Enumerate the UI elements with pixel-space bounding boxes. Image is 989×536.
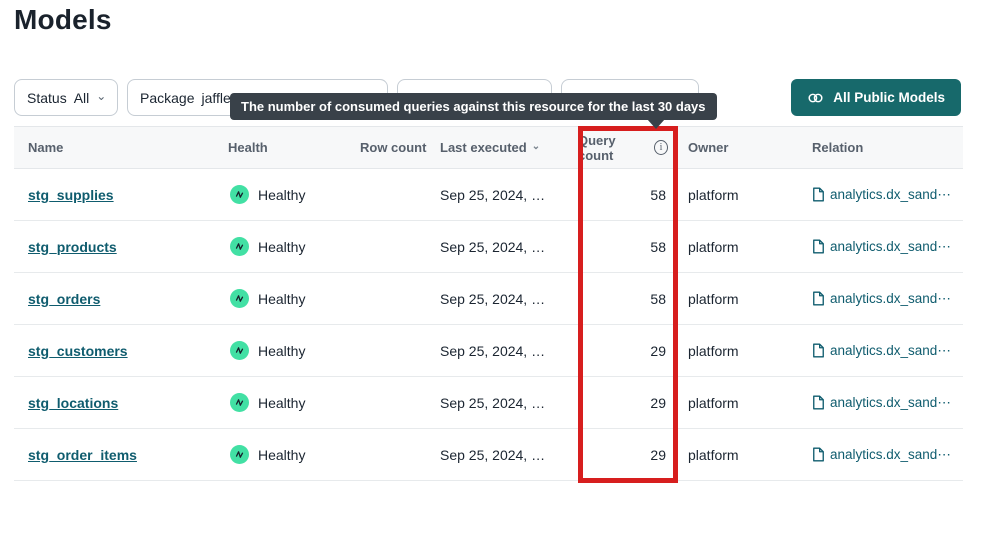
query-count-cell: 29 [650, 342, 666, 359]
info-icon[interactable]: i [653, 140, 668, 155]
relation-link[interactable]: analytics.dx_sand⋯ [812, 291, 951, 307]
relation-label: analytics.dx_sand⋯ [830, 290, 951, 306]
relation-link[interactable]: analytics.dx_sand⋯ [812, 343, 951, 359]
table-row: stg_supplies Healthy Sep 25, 2024, … 58 … [14, 169, 963, 221]
model-name-link[interactable]: stg_customers [28, 342, 128, 359]
last-executed-cell: Sep 25, 2024, … [440, 290, 546, 307]
status-filter-value: All [73, 89, 90, 106]
column-header-relation: Relation [812, 140, 864, 155]
last-executed-cell: Sep 25, 2024, … [440, 186, 546, 203]
owner-cell: platform [688, 394, 739, 411]
relation-link[interactable]: analytics.dx_sand⋯ [812, 187, 951, 203]
owner-cell: platform [688, 342, 739, 359]
relation-label: analytics.dx_sand⋯ [830, 394, 951, 410]
package-filter-value: jaffle_ [201, 89, 239, 106]
owner-cell: platform [688, 186, 739, 203]
table-row: stg_locations Healthy Sep 25, 2024, … 29… [14, 377, 963, 429]
last-executed-cell: Sep 25, 2024, … [440, 342, 546, 359]
models-table: Name Health Row count Last executed ⌄ Qu… [14, 126, 963, 481]
query-count-cell: 58 [650, 290, 666, 307]
table-row: stg_products Healthy Sep 25, 2024, … 58 … [14, 221, 963, 273]
model-name-link[interactable]: stg_order_items [28, 446, 137, 463]
health-status-label: Healthy [258, 186, 306, 203]
relation-link[interactable]: analytics.dx_sand⋯ [812, 395, 951, 411]
file-icon [813, 343, 824, 358]
package-filter-label: Package [140, 89, 195, 106]
status-filter-dropdown[interactable]: Status All ⌄ [14, 79, 118, 116]
query-count-tooltip: The number of consumed queries against t… [230, 93, 717, 120]
query-count-cell: 29 [650, 446, 666, 463]
healthy-pulse-icon [230, 289, 249, 308]
table-row: stg_orders Healthy Sep 25, 2024, … 58 pl… [14, 273, 963, 325]
table-body: stg_supplies Healthy Sep 25, 2024, … 58 … [14, 169, 963, 481]
query-count-cell: 29 [650, 394, 666, 411]
owner-cell: platform [688, 446, 739, 463]
file-icon [813, 395, 824, 410]
model-name-link[interactable]: stg_locations [28, 394, 119, 411]
health-status-label: Healthy [258, 446, 306, 463]
all-public-models-label: All Public Models [833, 90, 945, 105]
status-filter-label: Status [27, 89, 67, 106]
link-icon [807, 91, 824, 105]
table-row: stg_order_items Healthy Sep 25, 2024, … … [14, 429, 963, 481]
relation-link[interactable]: analytics.dx_sand⋯ [812, 239, 951, 255]
column-header-query-count: Query count i [578, 133, 678, 163]
healthy-pulse-icon [230, 393, 249, 412]
column-header-last-executed[interactable]: Last executed ⌄ [440, 140, 541, 155]
owner-cell: platform [688, 290, 739, 307]
health-status-label: Healthy [258, 290, 306, 307]
model-name-link[interactable]: stg_supplies [28, 186, 114, 203]
all-public-models-button[interactable]: All Public Models [791, 79, 961, 116]
healthy-pulse-icon [230, 445, 249, 464]
tooltip-arrow [647, 119, 665, 129]
health-status-label: Healthy [258, 342, 306, 359]
file-icon [813, 187, 824, 202]
healthy-pulse-icon [230, 341, 249, 360]
owner-cell: platform [688, 238, 739, 255]
model-name-link[interactable]: stg_products [28, 238, 117, 255]
column-header-row-count: Row count [360, 140, 427, 155]
health-status-label: Healthy [258, 394, 306, 411]
page-title: Models [14, 4, 112, 35]
relation-link[interactable]: analytics.dx_sand⋯ [812, 447, 951, 463]
healthy-pulse-icon [230, 237, 249, 256]
table-header-row: Name Health Row count Last executed ⌄ Qu… [14, 126, 963, 169]
column-header-health: Health [228, 140, 268, 155]
query-count-cell: 58 [650, 238, 666, 255]
chevron-down-icon: ⌄ [96, 88, 107, 103]
query-count-cell: 58 [650, 186, 666, 203]
last-executed-cell: Sep 25, 2024, … [440, 446, 546, 463]
sort-chevron-icon: ⌄ [531, 141, 541, 152]
health-status-label: Healthy [258, 238, 306, 255]
healthy-pulse-icon [230, 185, 249, 204]
file-icon [813, 291, 824, 306]
relation-label: analytics.dx_sand⋯ [830, 238, 951, 254]
relation-label: analytics.dx_sand⋯ [830, 186, 951, 202]
last-executed-cell: Sep 25, 2024, … [440, 394, 546, 411]
relation-label: analytics.dx_sand⋯ [830, 446, 951, 462]
column-header-name: Name [28, 140, 64, 155]
model-name-link[interactable]: stg_orders [28, 290, 101, 307]
table-row: stg_customers Healthy Sep 25, 2024, … 29… [14, 325, 963, 377]
file-icon [813, 239, 824, 254]
file-icon [813, 447, 824, 462]
column-header-owner: Owner [688, 140, 729, 155]
relation-label: analytics.dx_sand⋯ [830, 342, 951, 358]
last-executed-cell: Sep 25, 2024, … [440, 238, 546, 255]
